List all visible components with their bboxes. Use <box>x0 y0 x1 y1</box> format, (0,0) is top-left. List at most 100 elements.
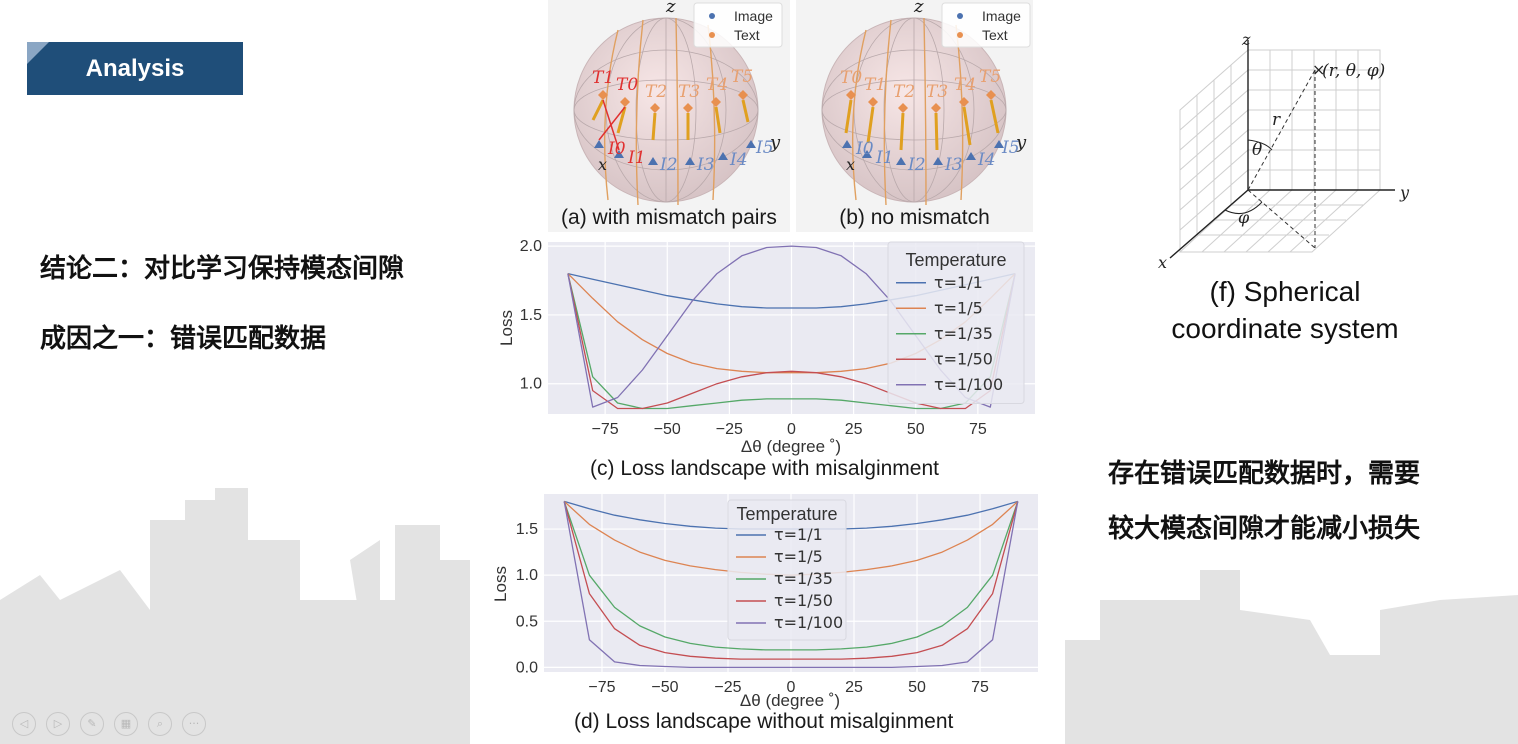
svg-text:I3: I3 <box>696 155 715 175</box>
d-y-tick-label: 1.5 <box>516 521 538 538</box>
right-note-line-1: 存在错误匹配数据时，需要 <box>1108 458 1421 488</box>
image-points-b <box>842 140 1004 165</box>
x-axis-title-d: Δθ (degree ˚) <box>740 691 840 710</box>
svg-text:I4: I4 <box>729 150 748 170</box>
c-legend-title: Temperature <box>905 250 1006 270</box>
d-x-tick-label: 25 <box>845 679 863 696</box>
y-axis-label: y <box>1399 183 1410 202</box>
caption-b: (b) no mismatch <box>839 206 990 229</box>
theta-label: θ <box>1252 140 1262 160</box>
svg-text:I1: I1 <box>875 148 894 168</box>
slides-icon[interactable]: ▦ <box>114 712 138 736</box>
svg-text:I5: I5 <box>1001 138 1020 158</box>
d-legend-entry: τ=1/5 <box>774 547 823 566</box>
point-label: (r, θ, φ) <box>1322 61 1385 81</box>
svg-text:T0: T0 <box>616 75 638 95</box>
svg-text:T4: T4 <box>954 75 976 95</box>
caption-f: (f) Spherical coordinate system <box>1130 273 1440 347</box>
sphere-b-legend: Image Text <box>941 2 1031 48</box>
pen-icon[interactable]: ✎ <box>80 712 104 736</box>
d-y-tick-label: 1.0 <box>516 567 538 584</box>
cause-heading: 成因之一：错误匹配数据 <box>40 323 327 353</box>
svg-text:T2: T2 <box>893 82 915 102</box>
svg-text:×: × <box>1312 60 1325 79</box>
d-x-tick-label: 50 <box>908 679 926 696</box>
d-x-tick-label: −25 <box>714 679 741 696</box>
right-note-line-2: 较大模态间隙才能减小损失 <box>1108 513 1421 543</box>
c-x-tick-label: 50 <box>907 421 925 438</box>
y-axis-title-c: Loss <box>497 310 516 346</box>
c-x-tick-label: −75 <box>592 421 619 438</box>
svg-text:I2: I2 <box>907 155 926 175</box>
svg-text:I1: I1 <box>627 148 646 168</box>
text-points-a <box>598 90 748 113</box>
c-legend-entry: τ=1/5 <box>934 298 983 317</box>
svg-text:T0: T0 <box>840 68 862 88</box>
phi-label: φ <box>1238 208 1250 227</box>
svg-text:I2: I2 <box>659 155 678 175</box>
caption-f-line-2: coordinate system <box>1171 313 1399 344</box>
legend-c: Temperature τ=1/1 τ=1/5 τ=1/35 τ=1/50 τ=1/100 <box>887 241 1025 404</box>
c-x-tick-label: 75 <box>969 421 987 438</box>
caption-f-line-1: (f) Spherical <box>1209 276 1361 307</box>
zoom-icon[interactable]: ⌕ <box>148 712 172 736</box>
svg-text:T1: T1 <box>592 68 614 88</box>
caption-a: (a) with mismatch pairs <box>561 206 777 229</box>
svg-text:x: x <box>598 155 607 174</box>
svg-text:I5: I5 <box>755 138 774 158</box>
sphere-a-drawing: z x y T1 T0 T2 T3 T4 T5 I0 I1 I2 I3 I4 I… <box>573 0 783 206</box>
svg-text:y: y <box>1015 132 1027 153</box>
svg-text:T5: T5 <box>979 67 1001 87</box>
svg-text:I0: I0 <box>607 139 626 159</box>
x-axis-label: x <box>1158 253 1167 270</box>
z-axis-label: z <box>1241 30 1251 49</box>
svg-text:T5: T5 <box>731 67 753 87</box>
section-tag-background <box>27 42 243 95</box>
c-x-tick-label: −50 <box>654 421 681 438</box>
d-series-line <box>563 501 1019 669</box>
svg-text:x: x <box>846 155 855 174</box>
svg-text:T3: T3 <box>926 82 948 102</box>
sphere-b-drawing: z x y T0 T1 T2 T3 T4 T5 I0 I1 I2 I3 I4 I… <box>821 0 1031 206</box>
previous-icon[interactable]: ◁ <box>12 712 36 736</box>
c-y-tick-label: 2.0 <box>520 238 542 255</box>
conclusion-heading: 结论二：对比学习保持模态间隙 <box>40 253 405 283</box>
svg-text:I0: I0 <box>855 139 874 159</box>
d-legend-entry: τ=1/100 <box>774 613 843 632</box>
svg-text:y: y <box>769 132 781 153</box>
d-y-tick-label: 0.0 <box>516 659 538 676</box>
section-tag-label: Analysis <box>85 55 185 82</box>
d-legend-title: Temperature <box>736 504 837 524</box>
image-points-a <box>594 140 756 165</box>
svg-text:z: z <box>913 0 924 17</box>
svg-text:Image: Image <box>734 8 773 24</box>
c-series-line <box>567 273 1016 410</box>
loss-chart-without-misalignment: −75 −50 −25 0 25 50 75 0.0 0.5 1.0 1.5 Δθ (degree … <box>491 494 1038 710</box>
svg-text:Text: Text <box>982 27 1008 43</box>
loss-chart-with-misalignment: −75 −50 −25 0 25 50 751.01.52.0 Δθ (degree ˚) … <box>497 238 1035 456</box>
d-legend-entry: τ=1/50 <box>774 591 833 610</box>
sphere-figure-a: z x y T1 T0 T2 T3 T4 T5 I0 I1 I2 I3 I4 I… <box>548 0 790 232</box>
svg-text:T4: T4 <box>706 75 728 95</box>
c-y-tick-label: 1.5 <box>520 307 542 324</box>
svg-text:Image: Image <box>982 8 1021 24</box>
x-axis-title-c: Δθ (degree ˚) <box>741 437 841 456</box>
c-x-tick-label: 0 <box>787 421 796 438</box>
play-icon[interactable]: ▷ <box>46 712 70 736</box>
r-label: r <box>1272 110 1281 130</box>
d-y-tick-label: 0.5 <box>516 613 538 630</box>
c-legend-entry: τ=1/1 <box>934 273 983 292</box>
d-x-tick-label: −75 <box>588 679 615 696</box>
more-icon[interactable]: ··· <box>182 712 206 736</box>
svg-text:I4: I4 <box>977 150 996 170</box>
c-legend-entry: τ=1/35 <box>934 324 993 343</box>
c-x-tick-label: 25 <box>845 421 863 438</box>
d-legend-entry: τ=1/1 <box>774 525 823 544</box>
d-x-tick-label: 75 <box>971 679 989 696</box>
text-points-b <box>846 90 996 113</box>
d-x-tick-label: −50 <box>651 679 678 696</box>
spherical-coordinate-diagram: × (r, θ, φ) r θ φ z y x <box>1158 30 1410 270</box>
d-series-line <box>563 501 1019 651</box>
